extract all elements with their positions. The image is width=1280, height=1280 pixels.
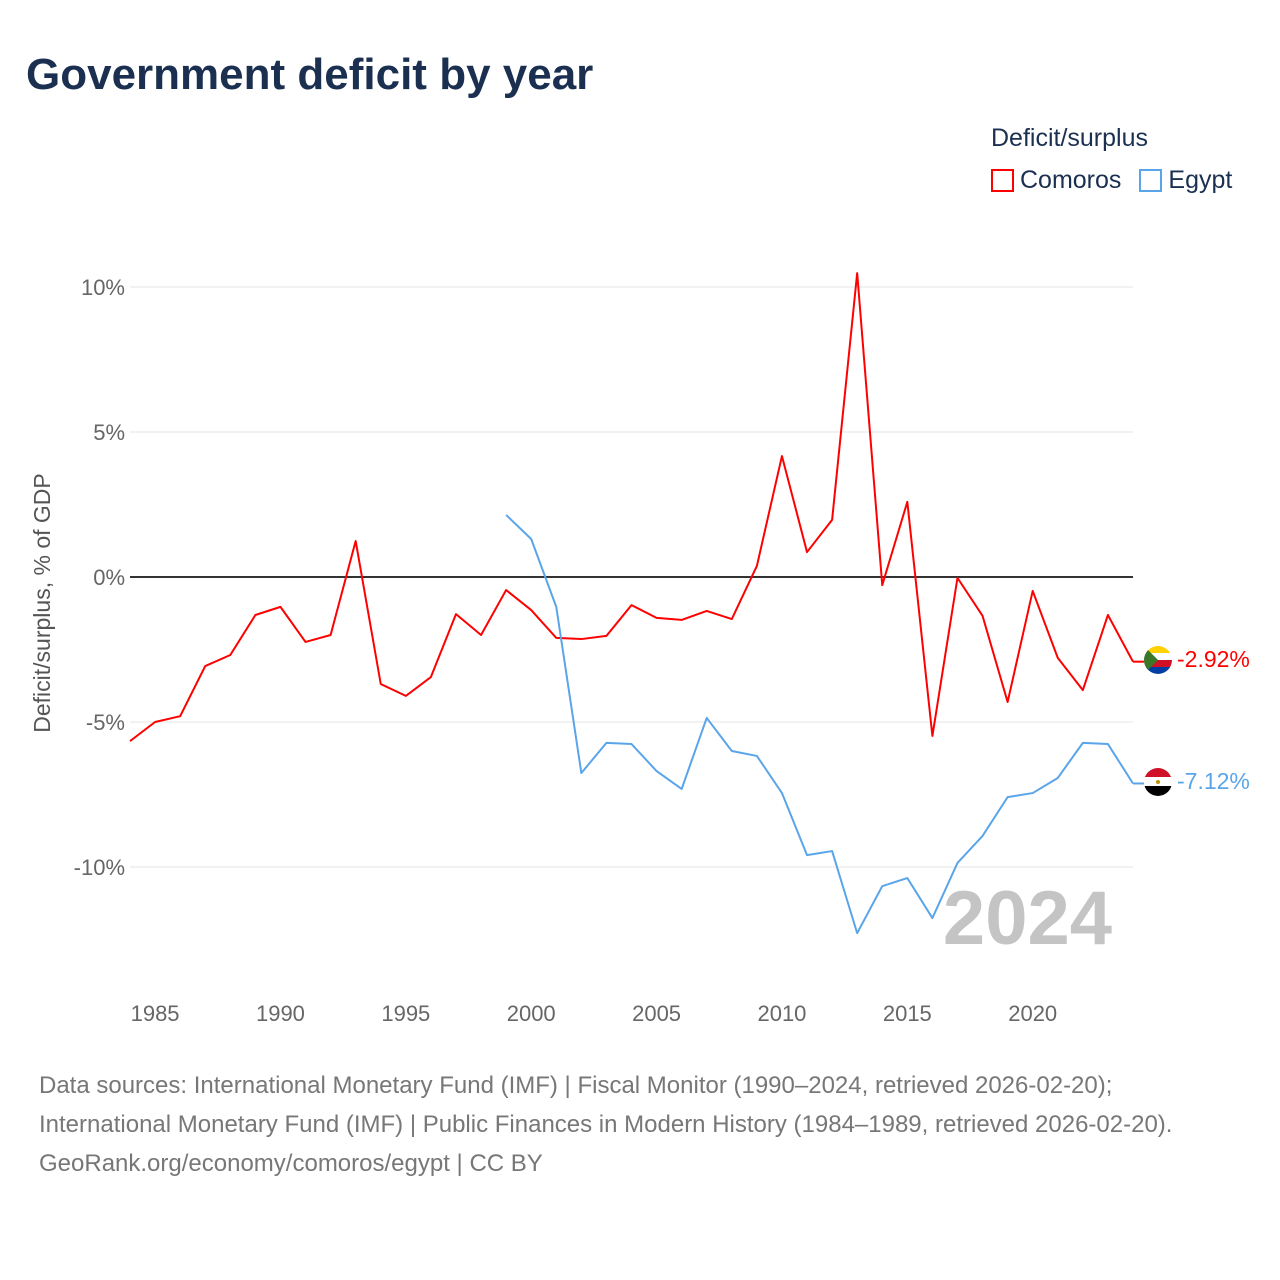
y-tick-label: -10% xyxy=(74,855,125,880)
legend-label: Egypt xyxy=(1168,166,1233,194)
y-tick-label: 5% xyxy=(93,420,125,445)
series-line-comoros xyxy=(129,272,1134,742)
legend-title: Deficit/surplus xyxy=(991,124,1148,152)
legend-label: Comoros xyxy=(1020,166,1122,194)
comoros-flag-icon xyxy=(1144,646,1172,674)
x-tick-label: 2020 xyxy=(1008,1001,1057,1026)
x-tick-label: 2005 xyxy=(632,1001,681,1026)
legend-swatch-egypt xyxy=(1139,169,1163,192)
source-link[interactable]: GeoRank.org/economy/comoros/egypt | CC B… xyxy=(39,1150,543,1177)
legend-item-comoros[interactable]: Comoros xyxy=(991,166,1121,195)
end-label-comoros: -2.92% xyxy=(1177,646,1250,672)
x-tick-label: 1990 xyxy=(256,1001,305,1026)
end-label-egypt: -7.12% xyxy=(1177,768,1250,794)
legend: Comoros Egypt xyxy=(991,166,1232,195)
x-tick-label: 1995 xyxy=(381,1001,430,1026)
page-title: Government deficit by year xyxy=(26,50,594,99)
x-tick-label: 2015 xyxy=(883,1001,932,1026)
egypt-flag-icon xyxy=(1144,768,1172,796)
y-tick-label: -5% xyxy=(86,710,125,735)
x-tick-label: 2000 xyxy=(507,1001,556,1026)
legend-item-egypt[interactable]: Egypt xyxy=(1139,166,1232,195)
source-text: Data sources: International Monetary Fun… xyxy=(39,1072,1173,1138)
series-line-egypt xyxy=(505,514,1134,935)
x-tick-label: 2010 xyxy=(757,1001,806,1026)
legend-swatch-comoros xyxy=(991,169,1014,192)
y-tick-label: 10% xyxy=(81,275,125,300)
y-axis-label: Deficit/surplus, % of GDP xyxy=(29,473,55,732)
x-tick-label: 1985 xyxy=(131,1001,180,1026)
source-note: Data sources: International Monetary Fun… xyxy=(39,1066,1239,1183)
y-tick-label: 0% xyxy=(93,565,125,590)
year-watermark: 2024 xyxy=(943,876,1112,961)
